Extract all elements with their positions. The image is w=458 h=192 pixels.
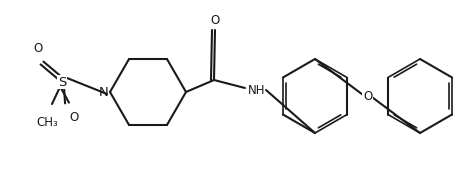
Text: NH: NH [248,84,266,97]
Text: S: S [58,75,66,89]
Text: O: O [363,89,372,103]
Text: N: N [99,85,109,98]
Text: O: O [69,111,78,124]
Text: O: O [210,14,220,27]
Text: O: O [33,42,43,55]
Text: CH₃: CH₃ [36,116,58,129]
